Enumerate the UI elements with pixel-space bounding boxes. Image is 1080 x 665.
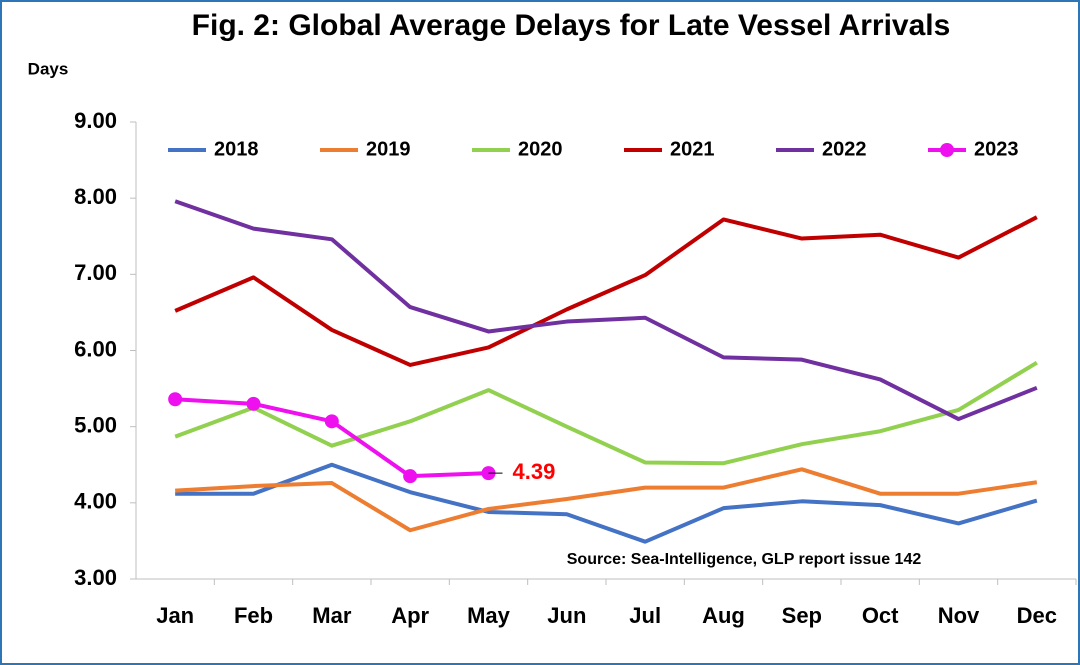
point (324, 414, 339, 429)
y-axis-label: Days (28, 59, 69, 78)
legend-label: 2018 (214, 138, 259, 160)
x-tick-label: Feb (234, 603, 273, 628)
x-tick-label: Sep (782, 603, 822, 628)
series-line (174, 215, 1038, 367)
legend-label: 2020 (518, 138, 563, 160)
y-tick-label: 3.00 (74, 565, 117, 590)
legend-label: 2021 (670, 138, 715, 160)
series-line (175, 462, 1038, 544)
source-note: Source: Sea-Intelligence, GLP report iss… (567, 551, 922, 568)
legend-marker (940, 143, 954, 157)
x-tick-label: Oct (862, 603, 899, 628)
legend-label: 2019 (366, 138, 411, 160)
x-tick-label: May (467, 603, 511, 628)
series-line (174, 199, 1038, 422)
y-tick-label: 8.00 (74, 184, 117, 209)
x-tick-label: Jan (156, 603, 194, 628)
x-tick-label: Mar (312, 603, 352, 628)
y-tick-label: 7.00 (74, 260, 117, 285)
chart-title: Fig. 2: Global Average Delays for Late V… (192, 9, 951, 42)
y-tick-label: 6.00 (74, 336, 117, 361)
point (403, 469, 418, 484)
y-tick-label: 4.00 (74, 489, 117, 514)
point (246, 396, 261, 411)
series-line (174, 360, 1038, 466)
x-tick-label: Dec (1017, 603, 1057, 628)
x-tick-label: Jun (547, 603, 586, 628)
x-tick-label: Jul (629, 603, 661, 628)
legend-label: 2022 (822, 138, 867, 160)
series-line (175, 467, 1038, 533)
point (168, 392, 183, 407)
y-tick-label: 9.00 (74, 108, 117, 133)
x-tick-label: Aug (702, 603, 745, 628)
y-tick-label: 5.00 (74, 412, 117, 437)
x-tick-label: Apr (391, 603, 429, 628)
legend-label: 2023 (974, 138, 1019, 160)
data-label: 4.39 (513, 459, 556, 484)
x-tick-label: Nov (938, 603, 980, 628)
